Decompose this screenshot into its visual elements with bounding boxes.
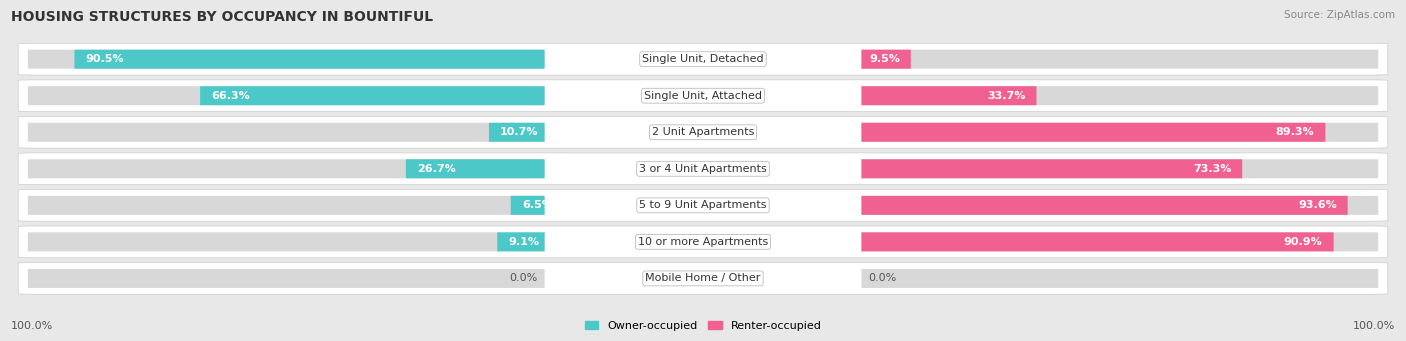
- Text: 100.0%: 100.0%: [11, 321, 53, 331]
- Text: 93.6%: 93.6%: [1298, 200, 1337, 210]
- FancyBboxPatch shape: [28, 232, 544, 251]
- FancyBboxPatch shape: [498, 232, 544, 251]
- FancyBboxPatch shape: [862, 196, 1348, 215]
- Text: 73.3%: 73.3%: [1192, 164, 1232, 174]
- FancyBboxPatch shape: [18, 226, 1388, 258]
- Text: 26.7%: 26.7%: [416, 164, 456, 174]
- FancyBboxPatch shape: [28, 86, 544, 105]
- FancyBboxPatch shape: [28, 159, 544, 178]
- FancyBboxPatch shape: [28, 50, 544, 69]
- Text: 6.5%: 6.5%: [522, 200, 553, 210]
- FancyBboxPatch shape: [862, 159, 1378, 178]
- FancyBboxPatch shape: [28, 123, 544, 142]
- FancyBboxPatch shape: [18, 116, 1388, 148]
- FancyBboxPatch shape: [489, 123, 544, 142]
- FancyBboxPatch shape: [406, 159, 544, 178]
- Text: 100.0%: 100.0%: [1353, 321, 1395, 331]
- Text: 3 or 4 Unit Apartments: 3 or 4 Unit Apartments: [640, 164, 766, 174]
- FancyBboxPatch shape: [75, 50, 544, 69]
- Text: 33.7%: 33.7%: [987, 91, 1025, 101]
- FancyBboxPatch shape: [862, 159, 1243, 178]
- FancyBboxPatch shape: [510, 196, 544, 215]
- FancyBboxPatch shape: [28, 269, 544, 288]
- Text: 0.0%: 0.0%: [509, 273, 537, 283]
- Text: 9.1%: 9.1%: [509, 237, 540, 247]
- FancyBboxPatch shape: [862, 196, 1378, 215]
- Text: Mobile Home / Other: Mobile Home / Other: [645, 273, 761, 283]
- Text: HOUSING STRUCTURES BY OCCUPANCY IN BOUNTIFUL: HOUSING STRUCTURES BY OCCUPANCY IN BOUNT…: [11, 10, 433, 24]
- Text: 89.3%: 89.3%: [1275, 127, 1315, 137]
- Text: 90.5%: 90.5%: [86, 54, 124, 64]
- FancyBboxPatch shape: [862, 50, 911, 69]
- FancyBboxPatch shape: [862, 86, 1036, 105]
- Text: 2 Unit Apartments: 2 Unit Apartments: [652, 127, 754, 137]
- Text: 66.3%: 66.3%: [211, 91, 250, 101]
- Text: 90.9%: 90.9%: [1284, 237, 1323, 247]
- Text: Source: ZipAtlas.com: Source: ZipAtlas.com: [1284, 10, 1395, 20]
- FancyBboxPatch shape: [862, 232, 1378, 251]
- FancyBboxPatch shape: [28, 196, 544, 215]
- FancyBboxPatch shape: [18, 263, 1388, 294]
- FancyBboxPatch shape: [862, 123, 1378, 142]
- FancyBboxPatch shape: [862, 50, 1378, 69]
- FancyBboxPatch shape: [18, 153, 1388, 185]
- Text: 0.0%: 0.0%: [869, 273, 897, 283]
- FancyBboxPatch shape: [200, 86, 544, 105]
- FancyBboxPatch shape: [862, 123, 1326, 142]
- Text: Single Unit, Detached: Single Unit, Detached: [643, 54, 763, 64]
- FancyBboxPatch shape: [18, 43, 1388, 75]
- Text: 10.7%: 10.7%: [501, 127, 538, 137]
- FancyBboxPatch shape: [862, 232, 1334, 251]
- Legend: Owner-occupied, Renter-occupied: Owner-occupied, Renter-occupied: [581, 316, 825, 336]
- Text: 10 or more Apartments: 10 or more Apartments: [638, 237, 768, 247]
- Text: 5 to 9 Unit Apartments: 5 to 9 Unit Apartments: [640, 200, 766, 210]
- Text: Single Unit, Attached: Single Unit, Attached: [644, 91, 762, 101]
- FancyBboxPatch shape: [18, 190, 1388, 221]
- Text: 9.5%: 9.5%: [869, 54, 900, 64]
- FancyBboxPatch shape: [862, 269, 1378, 288]
- FancyBboxPatch shape: [18, 80, 1388, 112]
- FancyBboxPatch shape: [862, 86, 1378, 105]
